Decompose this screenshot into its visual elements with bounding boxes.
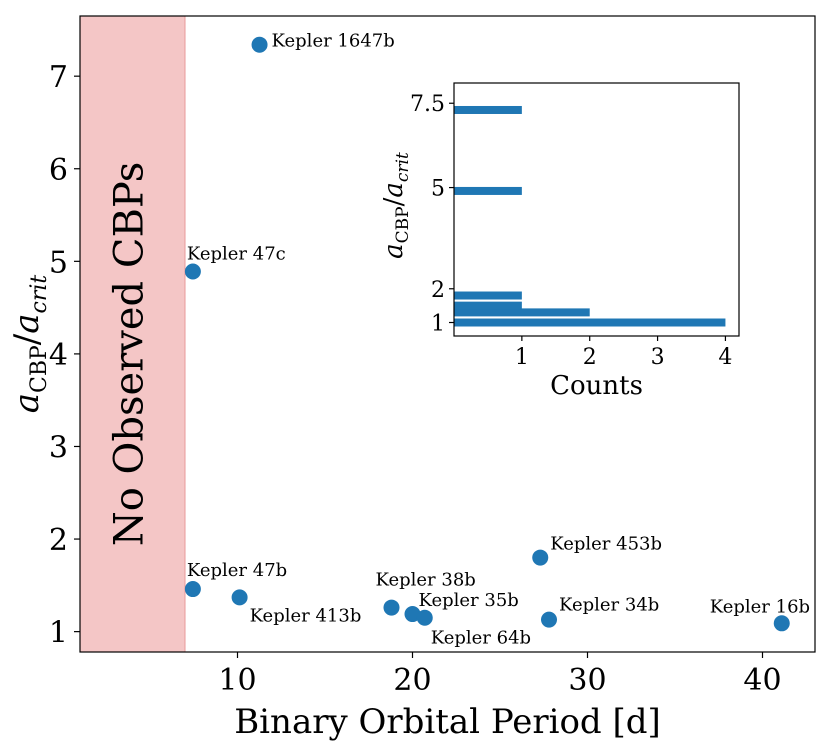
y-tick-label: 7: [49, 60, 68, 95]
x-axis-label: Binary Orbital Period [d]: [234, 702, 661, 742]
point-label: Kepler 47c: [187, 244, 286, 265]
histogram-bars: [454, 105, 726, 327]
scatter-point: [251, 36, 268, 53]
point-label: Kepler 1647b: [272, 31, 395, 52]
histogram-bar: [454, 186, 522, 195]
y-tick-label: 2: [49, 523, 68, 558]
scatter-point: [184, 263, 201, 280]
inset-x-tick-label: 2: [583, 345, 597, 370]
point-label: Kepler 38b: [376, 570, 476, 591]
inset-y-tick-label: 1: [431, 312, 445, 337]
inset-y-label-slash: /: [379, 197, 409, 206]
histogram-bar: [454, 308, 590, 317]
x-tick-label: 10: [218, 663, 256, 698]
histogram-bar: [454, 291, 522, 300]
x-tick-label: 40: [743, 663, 781, 698]
point-label: Kepler 453b: [550, 534, 662, 555]
y-tick-label: 4: [49, 338, 68, 373]
inset-x-axis-ticks: 1 2 3 4: [515, 336, 732, 370]
inset-y-label-main: a: [379, 243, 409, 259]
x-tick-label: 30: [568, 663, 606, 698]
scatter-point: [404, 606, 421, 623]
scatter-point: [416, 609, 433, 626]
main-plot-frame: [79, 15, 816, 653]
scatter-point: [541, 611, 557, 628]
x-tick-label: 20: [393, 663, 431, 698]
inset-y-tick-label: 2: [431, 278, 445, 303]
histogram-bar: [454, 105, 522, 114]
inset-y-tick-label: 5: [431, 177, 445, 202]
scatter-point: [532, 549, 549, 566]
inset-frame: [453, 82, 740, 337]
histogram-bar: [454, 318, 726, 327]
y-label-sub2: crit: [27, 275, 52, 314]
y-tick-label: 5: [49, 245, 68, 280]
y-tick-label: 1: [49, 616, 68, 651]
y-label-main2: a: [7, 313, 47, 333]
inset-x-axis-label: Counts: [550, 371, 643, 401]
inset-y-axis-label: aCBP/acrit: [379, 152, 413, 259]
no-observed-region: [79, 15, 186, 653]
y-tick-label: 3: [49, 430, 68, 465]
y-label-main: a: [7, 393, 47, 413]
y-axis-ticks: 1 2 3 4 5 6 7: [49, 60, 80, 651]
histogram-bar: [454, 301, 522, 310]
inset-y-label-main2: a: [379, 182, 409, 198]
scatter-point: [773, 615, 790, 632]
inset-y-label-sub2: crit: [393, 152, 413, 182]
scatter-point: [383, 599, 400, 616]
point-label: Kepler 64b: [431, 628, 531, 649]
no-observed-region-label: No Observed CBPs: [107, 162, 153, 546]
point-label: Kepler 35b: [419, 590, 519, 611]
point-label: Kepler 34b: [559, 595, 659, 616]
scatter-points: [184, 36, 790, 632]
inset-y-axis-ticks: 1 2 5 7.5: [410, 92, 454, 337]
y-label-sub1: CBP: [27, 345, 52, 393]
inset-y-tick-label: 7.5: [410, 92, 445, 117]
scatter-point: [184, 581, 201, 598]
inset-y-label-sub1: CBP: [393, 206, 413, 243]
y-label-slash: /: [7, 333, 47, 345]
point-label: Kepler 413b: [250, 605, 362, 626]
inset-x-tick-label: 3: [651, 345, 665, 370]
point-label: Kepler 47b: [187, 560, 287, 581]
x-axis-ticks: 10 20 30 40: [218, 652, 782, 698]
y-tick-label: 6: [49, 153, 68, 188]
y-axis-label: aCBP/acrit: [7, 275, 52, 414]
inset-x-tick-label: 1: [515, 345, 529, 370]
point-label: Kepler 16b: [710, 596, 810, 617]
point-annotations: Kepler 1647b Kepler 47c Kepler 47b Kepler 4…: [187, 31, 810, 649]
inset-x-tick-label: 4: [718, 345, 732, 370]
scatter-point: [231, 589, 248, 606]
